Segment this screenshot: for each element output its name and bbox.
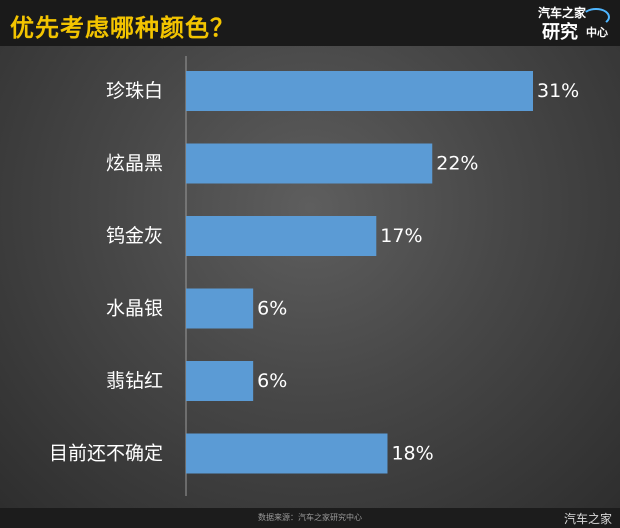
category-label-4: 翡钻红 <box>106 370 163 392</box>
research-center-logo: 汽车之家 研究 中心 <box>518 4 614 43</box>
bar-5 <box>186 433 388 474</box>
logo-line3: 中心 <box>586 26 608 39</box>
bar-1 <box>186 143 433 184</box>
category-label-5: 目前还不确定 <box>49 443 163 465</box>
logo-swoosh-icon <box>582 8 610 26</box>
category-label-0: 珍珠白 <box>106 80 163 102</box>
bar-0 <box>186 71 533 111</box>
value-label-0: 31% <box>537 80 579 102</box>
bar-3 <box>186 288 254 329</box>
category-label-2: 钨金灰 <box>106 225 163 247</box>
data-source: 数据来源：汽车之家研究中心 <box>258 513 362 522</box>
logo-line1: 汽车之家 <box>537 6 586 20</box>
category-label-3: 水晶银 <box>106 298 163 320</box>
value-label-3: 6% <box>257 298 287 320</box>
chart-title: 优先考虑哪种颜色？ <box>10 14 235 42</box>
category-label-1: 炫晶黑 <box>106 153 163 175</box>
value-label-5: 18% <box>391 443 433 465</box>
chart-header: 优先考虑哪种颜色？ 汽车之家 研究 中心 <box>0 0 620 46</box>
value-label-1: 22% <box>436 153 478 175</box>
bar-2 <box>186 216 377 256</box>
plot-area: 珍珠白 31% 炫晶黑 22% 钨金灰 17% 水晶银 6% 翡钻红 6% 目前还不确定 18% <box>0 46 620 508</box>
value-label-4: 6% <box>257 370 287 392</box>
bar-4 <box>186 361 254 401</box>
logo-line2: 研究 <box>542 22 578 43</box>
value-label-2: 17% <box>380 225 422 247</box>
watermark: 汽车之家 <box>563 512 612 526</box>
bar-chart: 珍珠白 31% 炫晶黑 22% 钨金灰 17% 水晶银 6% 翡钻红 6% 目前还不确定 18% <box>49 56 579 496</box>
chart-footer: 数据来源：汽车之家研究中心 汽车之家 <box>0 508 620 528</box>
